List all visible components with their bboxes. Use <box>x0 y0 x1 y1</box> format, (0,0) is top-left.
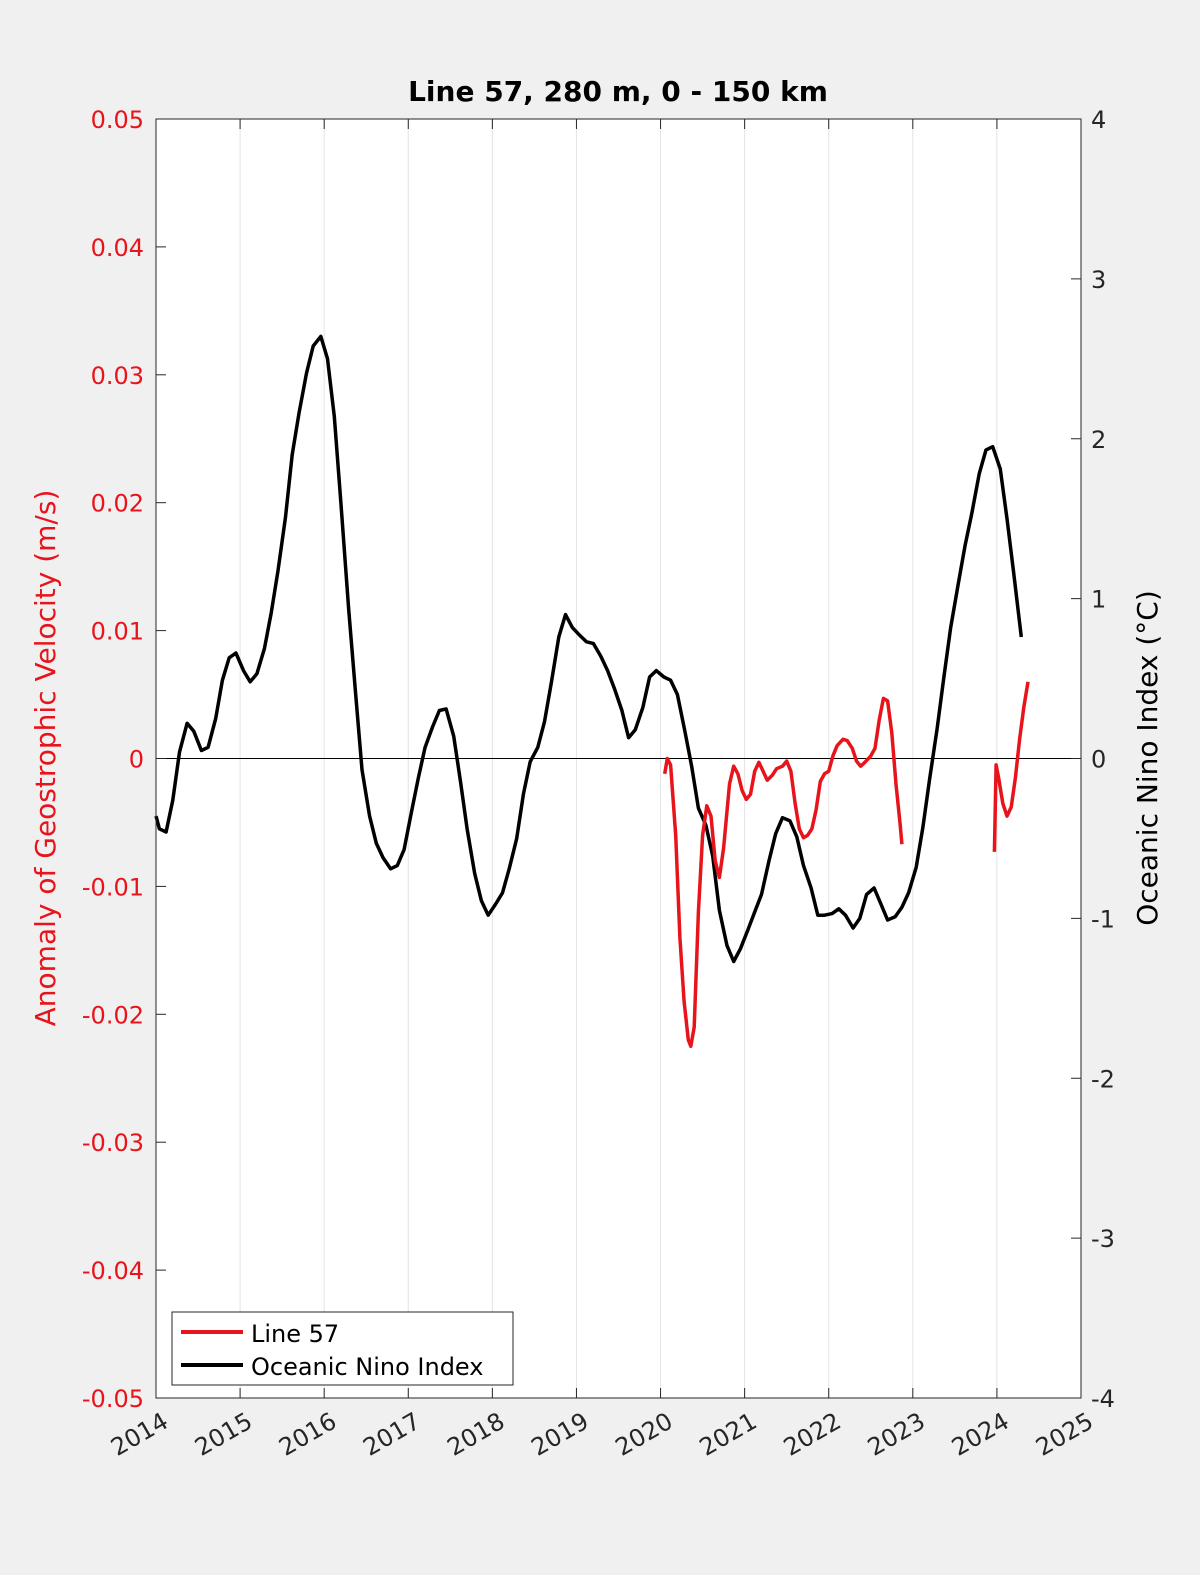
y-right-tick-label: -3 <box>1091 1225 1115 1253</box>
legend-label-oni: Oceanic Nino Index <box>251 1353 483 1381</box>
y-right-tick-label: -4 <box>1091 1385 1115 1413</box>
y-left-tick-label: 0.02 <box>91 490 144 518</box>
x-tick-label: 2022 <box>779 1407 846 1462</box>
x-tick-label: 2017 <box>358 1407 425 1462</box>
series-line-line57 <box>992 681 1030 852</box>
y-left-tick-label: -0.05 <box>82 1385 144 1413</box>
y-right-tick-label: 4 <box>1091 106 1106 134</box>
x-tick-label: 2019 <box>527 1407 594 1462</box>
y-right-tick-label: 0 <box>1091 746 1106 774</box>
y-left-tick-label: 0.01 <box>91 618 144 646</box>
y-left-tick-label: -0.03 <box>82 1129 144 1157</box>
y-left-tick-label: 0.03 <box>91 362 144 390</box>
axes-layer: 2014 2015 2016 2017 2018 2019 2020 2021 2022 2023… <box>82 106 1115 1462</box>
y-axis-label-left: Anomaly of Geostrophic Velocity (m/s) <box>29 490 62 1027</box>
y-left-tick-label: 0 <box>129 746 144 774</box>
legend: Line 57 Oceanic Nino Index <box>171 1311 514 1386</box>
x-tick-label: 2014 <box>106 1407 173 1462</box>
y-left-tick-label: -0.01 <box>82 873 144 901</box>
x-tick-label: 2016 <box>274 1407 341 1462</box>
y-right-tick-label: -2 <box>1091 1065 1115 1093</box>
x-tick-label: 2025 <box>1031 1407 1098 1462</box>
chart-title: Line 57, 280 m, 0 - 150 km <box>408 75 828 108</box>
y-left-tick-label: 0.04 <box>91 234 144 262</box>
series-layer <box>154 334 1030 1049</box>
y-right-tick-label: 2 <box>1091 426 1106 454</box>
legend-box <box>171 1311 514 1386</box>
legend-label-line57: Line 57 <box>251 1320 339 1348</box>
x-tick-label: 2024 <box>947 1407 1014 1462</box>
x-tick-label: 2018 <box>442 1407 509 1462</box>
x-tick-label: 2021 <box>695 1407 762 1462</box>
x-tick-label: 2023 <box>863 1407 930 1462</box>
y-axis-label-right: Oceanic Nino Index (°C) <box>1131 590 1164 926</box>
x-tick-label: 2020 <box>611 1407 678 1462</box>
y-right-tick-label: -1 <box>1091 905 1115 933</box>
y-left-tick-label: 0.05 <box>91 106 144 134</box>
y-right-tick-label: 3 <box>1091 266 1106 294</box>
y-left-tick-label: -0.02 <box>82 1001 144 1029</box>
series-line-oceanic-nino-index <box>154 334 1024 964</box>
y-right-tick-label: 1 <box>1091 586 1106 614</box>
series-line-line57 <box>662 696 904 1049</box>
y-left-tick-label: -0.04 <box>82 1257 144 1285</box>
x-tick-label: 2015 <box>190 1407 257 1462</box>
